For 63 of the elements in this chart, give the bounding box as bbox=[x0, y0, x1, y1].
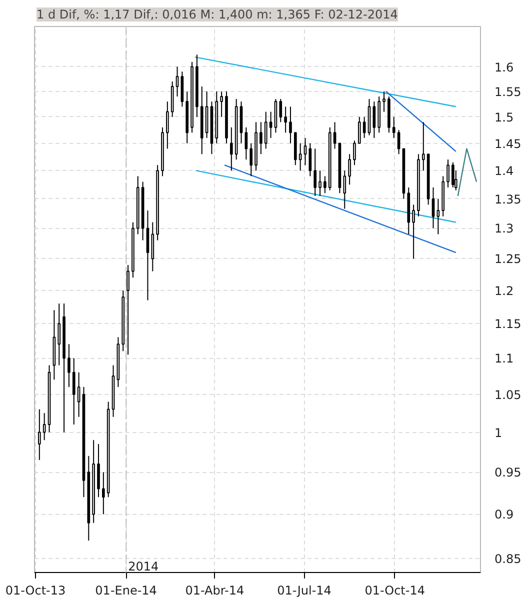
y-tick-label: 1.25 bbox=[494, 252, 522, 266]
candlestick bbox=[269, 111, 272, 138]
y-tick-label: 1.35 bbox=[494, 192, 522, 206]
x-tick-label: 01-Oct-14 bbox=[364, 584, 425, 598]
candlestick bbox=[353, 140, 356, 166]
candlestick bbox=[308, 142, 312, 177]
candlestick bbox=[452, 162, 454, 188]
candlestick bbox=[362, 116, 366, 138]
candlestick bbox=[304, 137, 307, 166]
x-tick-label: 01-Abr-14 bbox=[185, 584, 244, 598]
y-tick-label: 1.6 bbox=[494, 60, 514, 74]
candlestick bbox=[422, 122, 425, 172]
candlestick bbox=[412, 204, 415, 260]
y-tick-label: 1.15 bbox=[494, 317, 522, 332]
candlestick bbox=[279, 98, 282, 123]
y-tick-label: 0.9 bbox=[494, 508, 514, 522]
x-tick-label: 01-Oct-13 bbox=[5, 584, 66, 598]
y-tick-label: 1.55 bbox=[494, 84, 522, 99]
x-tick-label: 01-Ene-14 bbox=[95, 584, 157, 598]
candlestick bbox=[166, 101, 169, 150]
y-tick-label: 1.3 bbox=[494, 222, 514, 236]
candlestick bbox=[392, 116, 396, 138]
candlestick bbox=[314, 148, 317, 197]
candlestick bbox=[289, 106, 292, 144]
candlestick bbox=[126, 264, 130, 356]
y-tick-label: 0.95 bbox=[494, 466, 522, 480]
candlestick bbox=[68, 344, 70, 388]
candlestick bbox=[318, 170, 322, 197]
y-tick-label: 0.85 bbox=[494, 552, 522, 566]
candlestick bbox=[42, 412, 46, 441]
y-tick-label: 1.05 bbox=[494, 388, 522, 402]
candlestick bbox=[446, 159, 450, 188]
candlestick bbox=[382, 90, 386, 112]
candlestick bbox=[324, 176, 326, 194]
candlestick bbox=[102, 472, 105, 515]
candlestick bbox=[348, 154, 351, 186]
y-tick-label: 1.45 bbox=[494, 136, 522, 151]
y-tick-label: 1.5 bbox=[494, 110, 514, 124]
candlestick bbox=[38, 408, 41, 460]
candlestick bbox=[58, 303, 61, 366]
candlestick bbox=[230, 126, 233, 172]
candlestick bbox=[176, 66, 179, 97]
candlestick bbox=[260, 122, 262, 155]
candlestick bbox=[264, 111, 268, 150]
candlestick bbox=[298, 142, 302, 172]
ref-line-label: 2014 bbox=[128, 560, 159, 574]
candlestick bbox=[284, 106, 287, 134]
candlestick bbox=[432, 186, 435, 229]
candlestick bbox=[220, 90, 223, 118]
x-tick-label: 01-Jul-14 bbox=[277, 584, 332, 598]
candlestick bbox=[343, 170, 346, 210]
candlestick bbox=[77, 372, 80, 418]
chart-title: 1 d Dif, %: 1,17 Dif,: 0,016 M: 1,400 m: 1,365 F: 02-12-2014 bbox=[36, 8, 398, 22]
y-tick-label: 1 bbox=[494, 426, 502, 440]
candlestick bbox=[333, 122, 336, 150]
candlestick bbox=[436, 198, 440, 235]
candlestick bbox=[250, 142, 253, 177]
candlestick bbox=[72, 358, 76, 426]
candlestick bbox=[358, 116, 361, 144]
y-tick-label: 1.2 bbox=[494, 284, 514, 298]
y-tick-label: 1.4 bbox=[494, 164, 514, 178]
y-tick-label: 1.1 bbox=[494, 352, 514, 366]
candlestick bbox=[372, 101, 376, 138]
